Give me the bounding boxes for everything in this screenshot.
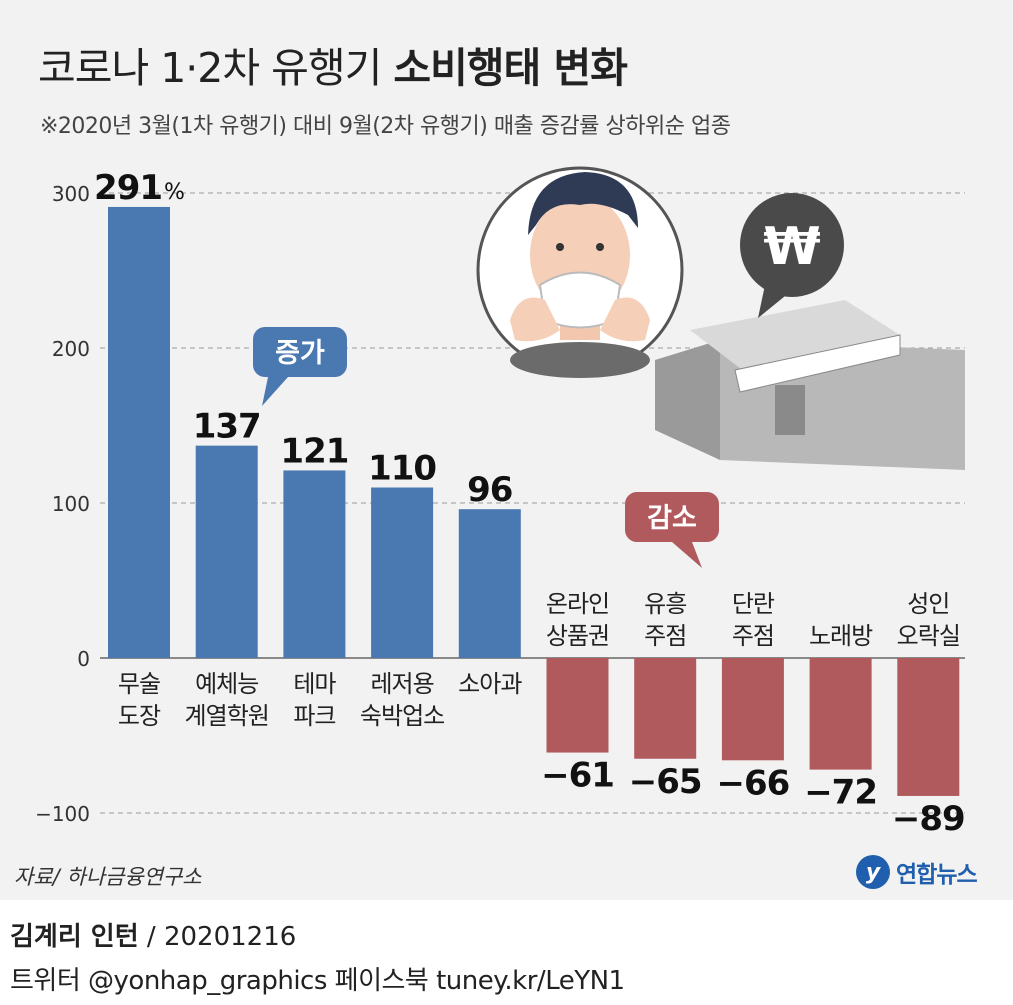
value-label: −72	[804, 773, 877, 813]
increase-badge: 증가	[253, 327, 347, 406]
category-label: 숙박업소	[360, 702, 444, 730]
increase-badge-tail	[262, 377, 288, 406]
value-label: 96	[467, 470, 512, 510]
decrease-badge: 감소	[625, 492, 719, 568]
category-label: 주점	[644, 622, 686, 650]
category-label: 무술	[118, 670, 160, 698]
source-note: 자료/ 하나금융연구소	[14, 865, 202, 889]
category-label: 주점	[732, 622, 774, 650]
value-label: 291%	[94, 168, 184, 208]
chart-subtitle: ※2020년 3월(1차 유행기) 대비 9월(2차 유행기) 매출 증감률 상…	[40, 114, 731, 139]
masked-person-icon	[476, 166, 684, 378]
svg-text:₩: ₩	[763, 217, 820, 277]
bar	[108, 206, 170, 658]
category-label: 계열학원	[185, 702, 269, 730]
unit-label: %	[164, 180, 184, 205]
category-label: 테마	[293, 670, 336, 698]
value-label: 121	[280, 431, 348, 471]
title-emphasis: 소비행태 변화	[393, 44, 628, 92]
category-label: 소아과	[458, 670, 522, 698]
value-label: 137	[193, 407, 261, 447]
category-label: 파크	[293, 702, 335, 730]
bar	[458, 509, 521, 658]
value-label: −65	[629, 762, 702, 802]
y-tick-label: 100	[52, 492, 90, 516]
bar	[897, 658, 960, 796]
chart-title: 코로나 1·2차 유행기 소비행태 변화	[38, 34, 628, 94]
category-label: 노래방	[809, 622, 873, 650]
illustration: ₩	[476, 166, 965, 470]
bar	[721, 658, 784, 761]
increase-badge-shape	[253, 327, 347, 377]
social-handles: 트위터 @yonhap_graphics 페이스북 tuney.kr/LeYN1	[10, 966, 625, 996]
yonhap-logo-text: 연합뉴스	[896, 862, 978, 888]
y-tick-label: 200	[52, 337, 90, 361]
category-label: 레저용	[370, 670, 433, 698]
bar	[546, 658, 609, 753]
category-label: 오락실	[897, 622, 960, 650]
value-label: −89	[892, 799, 965, 839]
won-speech-bubble-icon: ₩	[740, 193, 844, 318]
store-icon	[655, 300, 965, 470]
author-name: 김계리 인턴	[10, 922, 139, 952]
bar	[809, 658, 872, 770]
category-label: 온라인	[546, 590, 609, 618]
title-prefix: 코로나 1·2차 유행기	[38, 44, 394, 92]
category-label: 예체능	[195, 670, 258, 698]
y-tick-label: −100	[35, 802, 90, 826]
category-label: 상품권	[546, 622, 609, 650]
increase-badge-label: 증가	[275, 338, 325, 369]
bar	[634, 658, 697, 759]
yonhap-logo: y 연합뉴스	[856, 852, 978, 892]
value-label: −61	[541, 756, 614, 796]
category-label: 성인	[907, 590, 949, 618]
value-label: 110	[368, 449, 436, 489]
decrease-badge-label: 감소	[647, 503, 697, 534]
bar	[283, 470, 346, 658]
publish-date: / 20201216	[138, 922, 297, 952]
category-label: 유흥	[644, 590, 686, 618]
bar	[195, 445, 258, 658]
bar	[371, 487, 434, 658]
y-tick-label: 300	[52, 182, 90, 206]
credit-line: 김계리 인턴 / 20201216	[10, 916, 296, 953]
value-label: −66	[716, 763, 789, 803]
yonhap-logo-icon: y	[856, 855, 890, 889]
y-tick-label: 0	[77, 647, 90, 671]
decrease-badge-shape	[625, 492, 719, 542]
category-label: 도장	[118, 702, 161, 730]
category-label: 단란	[732, 590, 775, 618]
decrease-badge-tail	[672, 542, 702, 568]
